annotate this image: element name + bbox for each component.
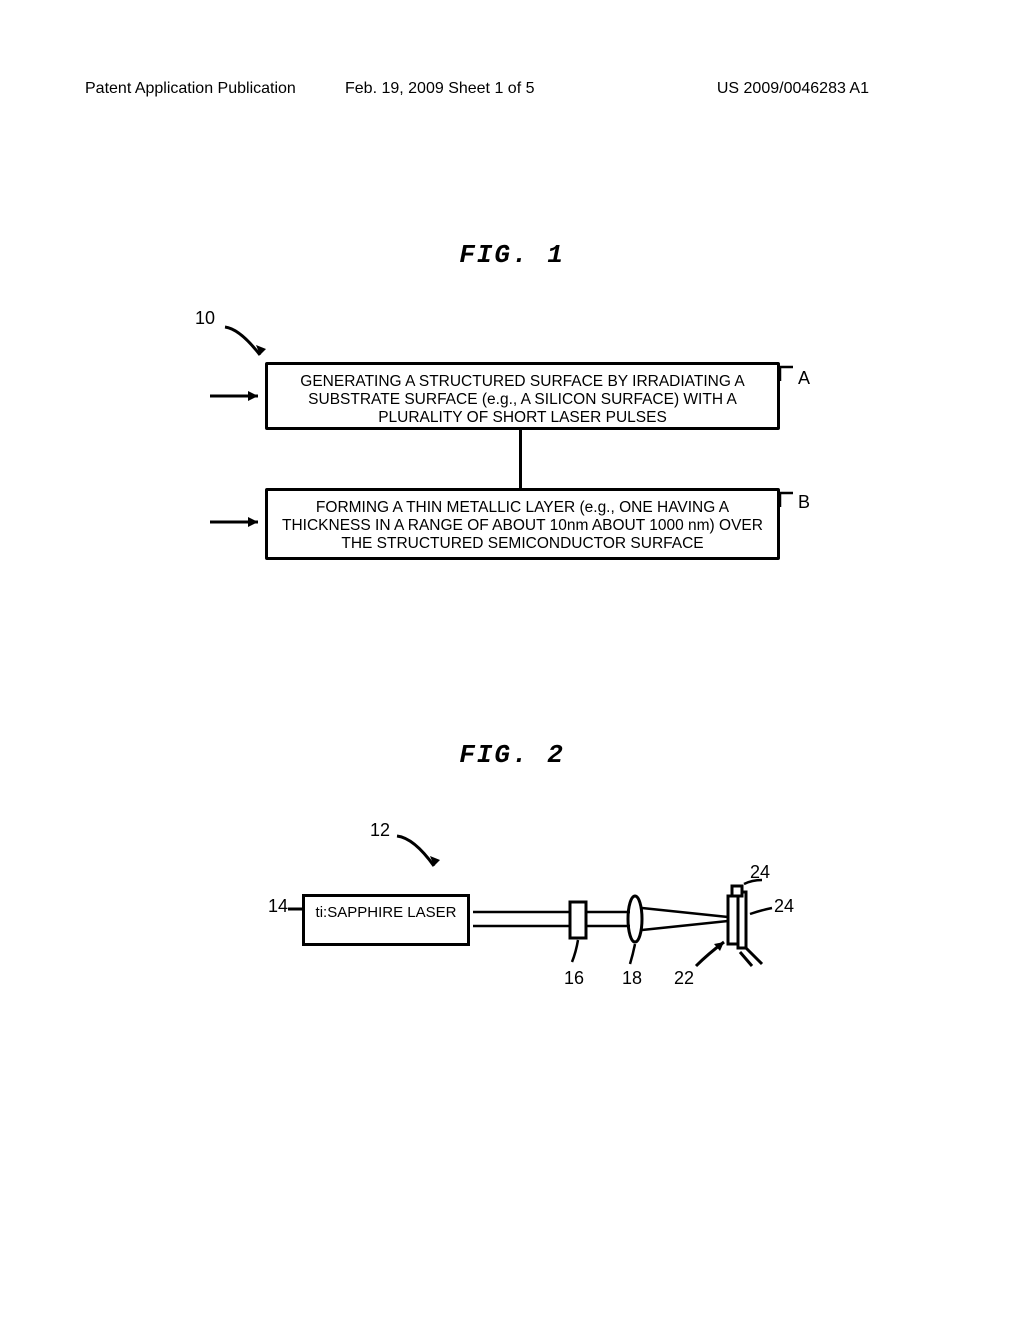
flow-step-a-text: GENERATING A STRUCTURED SURFACE BY IRRAD… [300,373,744,426]
flow-step-b: FORMING A THIN METALLIC LAYER (e.g., ONE… [265,488,780,560]
ref-18: 18 [622,968,642,989]
fig2-title: FIG. 2 [0,740,1024,770]
ref-24-top: 24 [750,862,770,883]
laser-source-text: ti:SAPPHIRE LASER [316,904,457,921]
ref-24-side: 24 [774,896,794,917]
ref-16: 16 [564,968,584,989]
flow-connector [519,430,522,488]
flow-step-a: GENERATING A STRUCTURED SURFACE BY IRRAD… [265,362,780,430]
ref-10: 10 [195,308,215,329]
fig2-diagram: 12 14 ti:SAPPHIRE LASER [250,820,810,1020]
header-pub-type: Patent Application Publication [85,80,296,98]
arrow-into-box-a [210,386,270,406]
laser-source-box: ti:SAPPHIRE LASER [302,894,470,946]
fig1-title: FIG. 1 [0,240,1024,270]
header-date-sheet: Feb. 19, 2009 Sheet 1 of 5 [345,80,534,98]
ref-12: 12 [370,820,390,841]
ref-22: 22 [674,968,694,989]
label-a: A [798,368,810,389]
flow-step-b-text: FORMING A THIN METALLIC LAYER (e.g., ONE… [282,499,763,552]
lead-line-12 [392,826,462,876]
arrow-into-box-b [210,512,270,532]
ref-14: 14 [268,896,288,917]
page: Patent Application Publication Feb. 19, … [0,0,1024,1320]
lead-line-10 [220,317,290,367]
header-pub-number: US 2009/0046283 A1 [717,80,869,98]
label-b: B [798,492,810,513]
